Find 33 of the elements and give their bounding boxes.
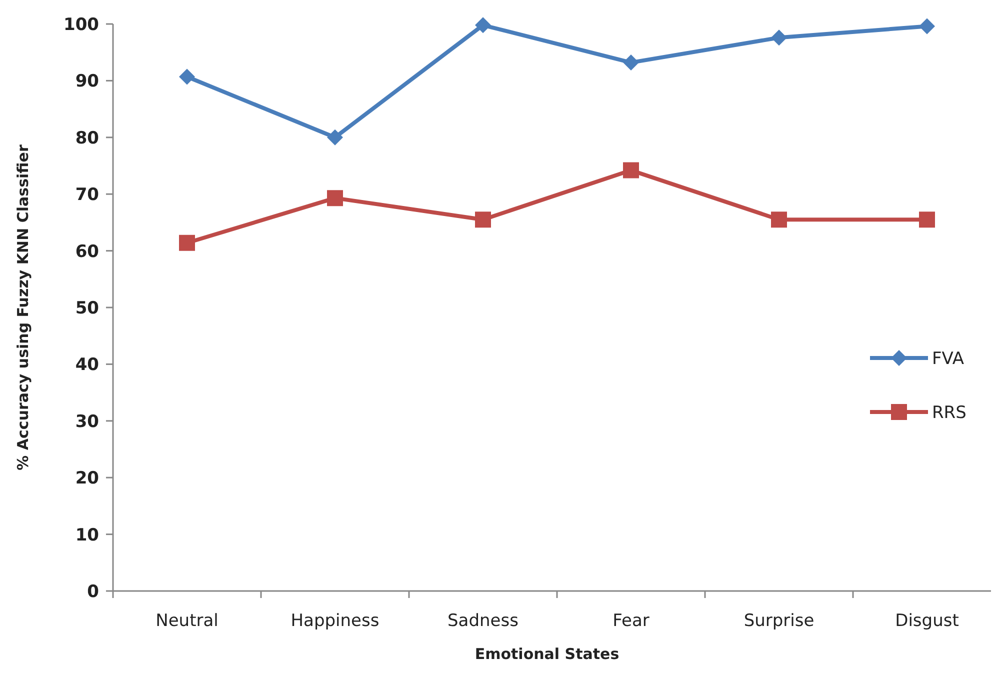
y-axis-title: % Accuracy using Fuzzy KNN Classifier: [14, 144, 32, 470]
legend-label: RRS: [932, 402, 966, 423]
y-tick-label: 60: [75, 242, 100, 262]
x-tick-label: Sadness: [448, 611, 519, 631]
x-tick-label: Happiness: [290, 611, 380, 631]
point: [327, 129, 343, 146]
legend-label: FVA: [932, 348, 964, 369]
point: [623, 162, 639, 178]
y-tick-label: 10: [75, 525, 100, 546]
x-tick-label: Disgust: [895, 611, 960, 631]
point: [475, 212, 491, 228]
x-axis-title: Emotional States: [474, 645, 620, 663]
y-tick-label: 30: [75, 412, 100, 432]
y-tick-label: 0: [87, 582, 100, 602]
point: [179, 68, 195, 85]
y-tick-label: 50: [75, 298, 100, 318]
point: [327, 190, 343, 206]
point: [623, 54, 639, 71]
point: [919, 212, 935, 228]
y-tick-label: 100: [64, 14, 100, 35]
y-tick-label: 20: [75, 468, 100, 489]
y-tick-label: 70: [75, 185, 100, 206]
x-tick-label: Fear: [612, 611, 650, 631]
y-tick-label: 90: [75, 72, 100, 92]
y-tick-label: 40: [75, 355, 100, 376]
x-tick-label: Neutral: [156, 611, 218, 631]
point: [771, 30, 787, 46]
y-tick-label: 80: [75, 128, 100, 148]
x-tick-label: Surprise: [744, 611, 814, 631]
point: [919, 18, 935, 34]
point: [179, 234, 195, 251]
point: [475, 17, 491, 34]
point: [771, 212, 787, 228]
